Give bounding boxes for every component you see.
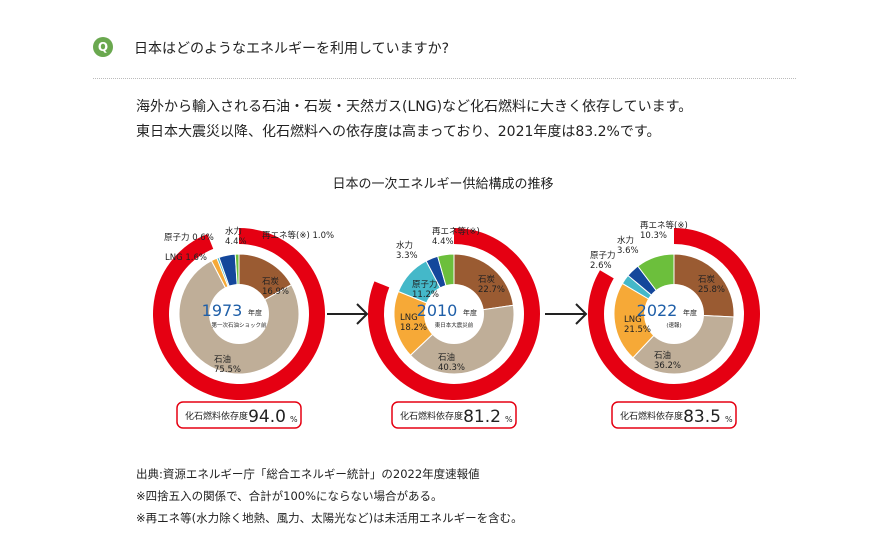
year-label: 1973 [202,301,243,320]
fossil-label: 化石燃料依存度 [185,410,248,422]
fossil-label: 化石燃料依存度 [620,410,683,422]
slice-value-lng: 18.2% [400,323,427,333]
question-text: 日本はどのようなエネルギーを利用していますか? [134,41,450,57]
slice-value-oil: 75.5% [214,365,241,375]
slice-name-coal: 石炭 [478,275,496,285]
fossil-box [391,401,517,429]
slice-name-oil: 石油 [438,352,455,363]
slice-value-coal: 25.8% [698,285,725,295]
slice-label-nuclear: 原子力 0.6% [164,232,214,243]
center-hole [424,284,484,344]
fossil-value: 94.0 [248,407,286,427]
slice-name-oil: 石油 [214,354,231,365]
slice-value-oil: 36.2% [654,361,681,371]
slice-value-hydro: 3.3% [396,251,418,261]
slice-name-renew: 再エネ等(※) [640,220,688,231]
pie-slice-oil [632,313,735,375]
slice-name-hydro: 水力 [617,235,634,246]
pie-slice-lng [393,290,455,356]
slice-value-coal: 22.7% [478,285,505,295]
slice-value-renew: 10.3% [640,231,667,241]
slice-value-coal: 16.9% [262,287,289,297]
slice-value-hydro: 3.6% [617,246,639,256]
slice-value-renew: 4.4% [432,237,454,247]
slice-name-coal: 石炭 [698,275,716,285]
question-badge: Q [93,37,113,57]
divider [93,78,796,79]
center-hole [209,284,269,344]
slice-name-lng: LNG [400,313,418,323]
slice-name-nuclear: 原子力 [412,279,438,290]
fossil-value: 83.5 [683,407,721,427]
fossil-unit: % [505,415,513,424]
fossil-value: 81.2 [463,407,501,427]
slice-value-nuclear: 2.6% [590,261,612,271]
slice-name-hydro: 水力 [396,240,413,251]
year-label: 2022 [637,301,678,320]
slice-name-nuclear: 原子力 [590,250,616,261]
slice-value-hydro: 4.4% [225,237,247,247]
slice-value-lng: 21.5% [624,325,651,335]
chart-title: 日本の一次エネルギー供給構成の推移 [332,177,554,192]
slice-value-oil: 40.3% [438,363,465,373]
center-hole [644,284,704,344]
lead-line-1: 海外から輸入される石油・石炭・天然ガス(LNG)など化石燃料に大きく依存していま… [136,99,693,115]
year-suffix: 年度 [683,308,697,317]
arrow-head [575,303,588,325]
slice-value-nuclear: 11.2% [412,290,439,300]
lead-line-2: 東日本大震災以降、化石燃料への依存度は高まっており、2021年度は83.2%です… [136,124,661,140]
slice-label-renew: 再エネ等(※) 1.0% [262,230,334,241]
slice-name-renew: 再エネ等(※) [432,226,480,237]
pie-slice-lng [613,282,675,359]
notes: 出典:資源エネルギー庁「総合エネルギー統計」の2022年度速報値 ※四捨五入の関… [136,463,523,529]
source-note: 出典:資源エネルギー庁「総合エネルギー統計」の2022年度速報値 [136,467,480,481]
renewables-note: ※再エネ等(水力除く地熱、風力、太陽光など)は未活用エネルギーを含む。 [136,511,523,525]
year-sub: 東日本大震災前 [435,321,474,329]
slice-name-oil: 石油 [654,350,671,361]
year-suffix: 年度 [248,308,262,317]
slice-name-lng: LNG [624,315,642,325]
year-suffix: 年度 [463,308,477,317]
arrow-head [356,303,369,325]
year-sub: 第一次石油ショック前 [211,321,267,329]
year-sub: (速報) [666,322,681,329]
fossil-unit: % [725,415,733,424]
rounding-note: ※四捨五入の関係で、合計が100%にならない場合がある。 [136,489,443,503]
slice-label-lng: LNG 1.6% [165,253,207,263]
slice-name-coal: 石炭 [262,277,280,287]
fossil-box [611,401,737,429]
year-label: 2010 [417,301,458,320]
fossil-box [176,401,302,429]
slice-name-hydro: 水力 [225,226,242,237]
fossil-unit: % [290,415,298,424]
fossil-label: 化石燃料依存度 [400,410,463,422]
